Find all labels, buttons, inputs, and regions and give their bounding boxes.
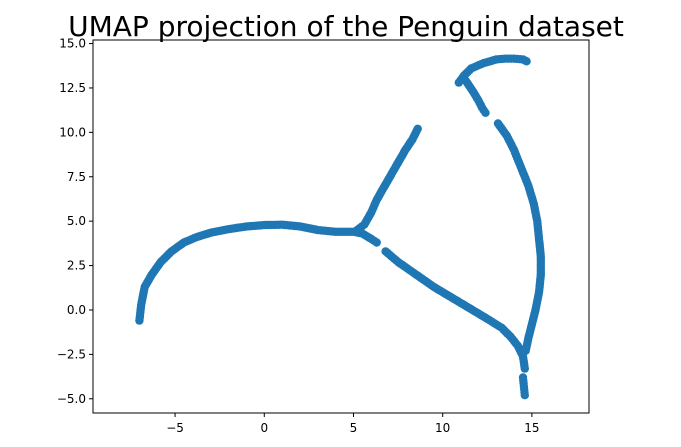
- y-tick-label-3: 2.5: [67, 259, 86, 273]
- plot-frame: [92, 39, 590, 414]
- data-point-upper-diagonal-branch-48: [413, 124, 422, 133]
- scatter-points: [135, 54, 545, 400]
- x-axis: −5 0 5 10 15: [166, 413, 540, 435]
- y-tick-label-7: 12.5: [59, 81, 86, 95]
- x-tick-label-2: 5: [350, 421, 358, 435]
- y-tick-label-4: 5.0: [67, 214, 86, 228]
- x-tick-label-3: 10: [435, 421, 450, 435]
- y-axis: −5.0 −2.5 0.0 2.5 5.0 7.5 10.0 12.5 15.0: [57, 37, 93, 406]
- y-tick-label-6: 10.0: [59, 125, 86, 139]
- x-tick-label-1: 0: [260, 421, 268, 435]
- y-tick-label-5: 7.5: [67, 170, 86, 184]
- x-tick-label-0: −5: [166, 421, 184, 435]
- data-point-left-arc-113: [372, 238, 381, 247]
- data-point-top-hook-28: [522, 57, 531, 66]
- y-tick-label-1: −2.5: [57, 347, 86, 361]
- y-tick-label-0: −5.0: [57, 392, 86, 406]
- y-tick-label-8: 15.0: [59, 37, 86, 51]
- x-tick-label-4: 15: [524, 421, 539, 435]
- data-point-lower-diagonal-branch-71: [520, 364, 529, 373]
- y-tick-label-2: 0.0: [67, 303, 86, 317]
- data-point-hook-return-14: [481, 108, 490, 118]
- data-point-bottom-tail-6: [520, 391, 529, 400]
- chart-title: UMAP projection of the Penguin dataset: [68, 10, 624, 43]
- data-point-right-arc-92: [521, 346, 530, 355]
